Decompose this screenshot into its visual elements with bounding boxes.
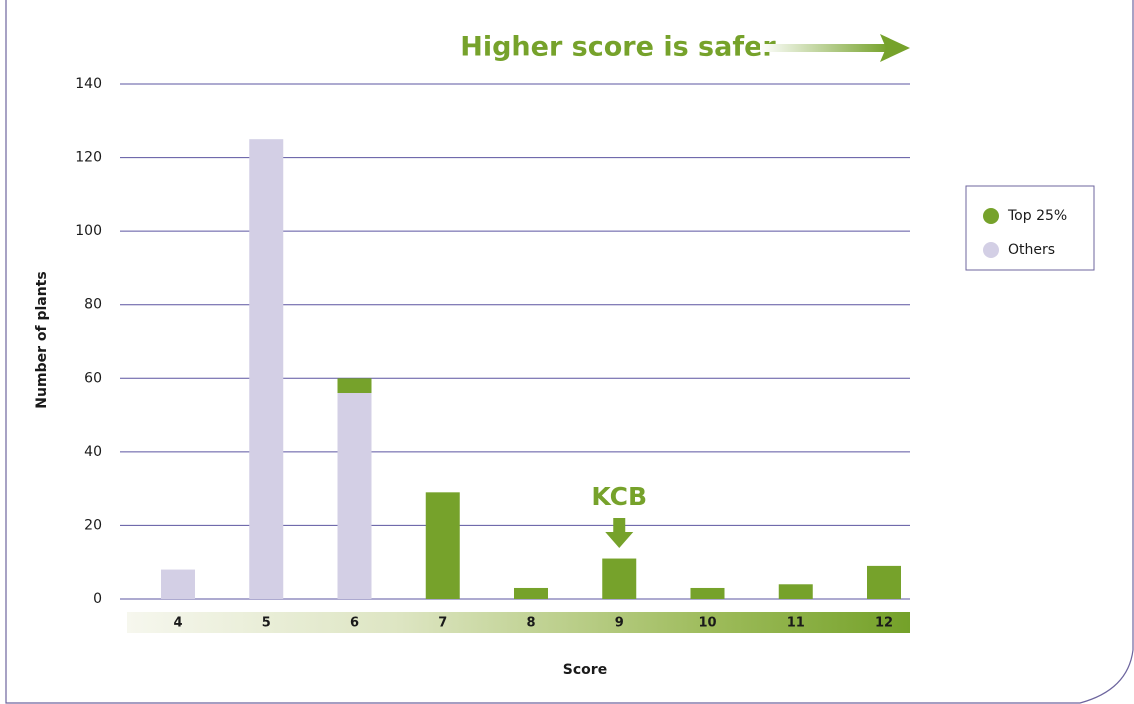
y-tick-label: 120 <box>75 150 102 166</box>
bar <box>337 378 372 393</box>
x-tick-label: 10 <box>698 616 716 631</box>
bar <box>249 139 284 599</box>
y-tick-label: 140 <box>75 76 102 92</box>
x-tick-label: 9 <box>615 616 624 631</box>
x-tick-label: 12 <box>875 616 893 631</box>
y-tick-label: 100 <box>75 223 102 239</box>
legend-label: Others <box>1008 242 1055 258</box>
annotation: KCB <box>591 482 647 511</box>
annotation-arrow <box>605 518 634 548</box>
bar <box>602 558 637 599</box>
x-tick-label: 7 <box>438 616 447 631</box>
x-tick-label: 8 <box>526 616 535 631</box>
legend-label: Top 25% <box>1007 208 1067 224</box>
y-tick-label: 40 <box>84 444 102 460</box>
chart-title: Higher score is safer <box>460 32 776 63</box>
bar <box>778 584 813 599</box>
y-axis-label: Number of plants <box>34 271 50 408</box>
x-tick-label: 4 <box>173 616 182 631</box>
bar <box>161 569 195 599</box>
bar <box>690 587 725 599</box>
bar <box>337 393 372 599</box>
category-strip <box>127 612 910 633</box>
y-tick-label: 0 <box>93 591 102 607</box>
legend-swatch <box>983 242 999 258</box>
frame <box>5 0 1134 704</box>
bar <box>514 587 548 599</box>
direction-arrow <box>760 34 910 62</box>
x-tick-label: 6 <box>350 616 359 631</box>
x-tick-label: 5 <box>262 616 271 631</box>
bar <box>425 492 460 599</box>
y-tick-label: 20 <box>84 517 102 533</box>
y-tick-label: 60 <box>84 370 102 386</box>
bar <box>867 565 901 599</box>
x-axis-label: Score <box>563 662 607 678</box>
legend-swatch <box>983 208 999 224</box>
x-tick-label: 11 <box>787 616 805 631</box>
y-tick-label: 80 <box>84 297 102 313</box>
